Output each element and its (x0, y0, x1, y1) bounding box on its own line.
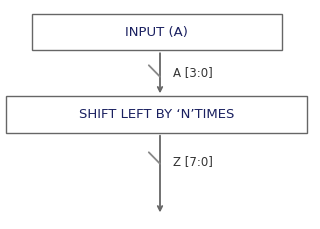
Bar (32, 14, 282, 50)
Text: Z [7:0]: Z [7:0] (173, 155, 213, 168)
Text: A [3:0]: A [3:0] (173, 66, 212, 79)
Text: SHIFT LEFT BY ‘N’TIMES: SHIFT LEFT BY ‘N’TIMES (79, 108, 235, 121)
Text: INPUT (A): INPUT (A) (125, 26, 188, 38)
Bar (6, 96, 307, 133)
